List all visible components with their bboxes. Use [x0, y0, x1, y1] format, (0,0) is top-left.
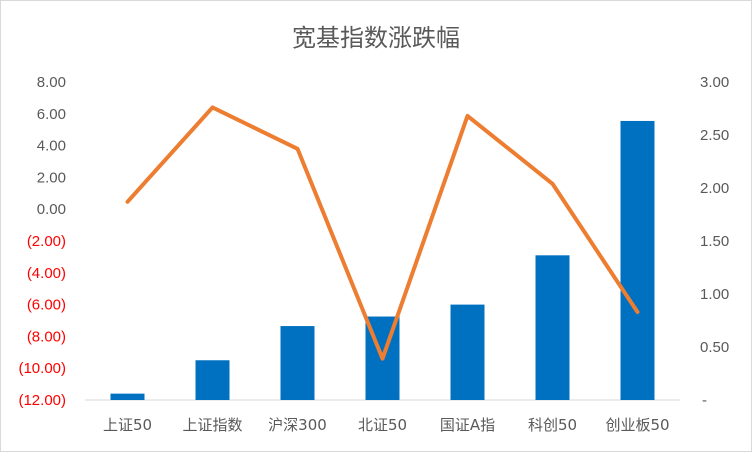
bar	[620, 120, 655, 400]
x-category-label: 北证50	[358, 416, 407, 434]
y-right-tick-label: 0.50	[700, 339, 729, 356]
x-category-label: 上证指数	[182, 416, 242, 434]
bar	[110, 393, 145, 400]
bar	[450, 304, 485, 400]
y-right-tick-label: 1.00	[700, 286, 729, 303]
y-left-tick-label: 4.00	[37, 138, 66, 155]
chart-title: 宽基指数涨跌幅	[292, 24, 460, 52]
y-left-tick-label: (2.00)	[27, 233, 66, 250]
y-left-tick-label: 2.00	[37, 169, 66, 186]
y-right-tick-label: 1.50	[700, 233, 729, 250]
x-category-label: 科创50	[528, 416, 577, 434]
x-category-label: 创业板50	[605, 416, 669, 434]
y-left-tick-label: 8.00	[37, 74, 66, 91]
y-right-tick-label: 3.00	[700, 74, 729, 91]
y-right-tick-label: -	[702, 392, 707, 409]
bar	[280, 326, 315, 400]
x-category-label: 沪深300	[268, 416, 327, 434]
y-left-tick-label: (12.00)	[18, 392, 66, 409]
y-left-tick-label: (8.00)	[27, 328, 66, 345]
bar	[535, 255, 570, 400]
y-left-tick-label: (10.00)	[18, 360, 66, 377]
y-right-tick-label: 2.00	[700, 180, 729, 197]
y-left-tick-label: 6.00	[37, 106, 66, 123]
x-category-label: 国证A指	[440, 416, 495, 434]
y-right-tick-label: 2.50	[700, 127, 729, 144]
bar	[195, 360, 230, 400]
x-category-label: 上证50	[103, 416, 152, 434]
y-left-tick-label: (6.00)	[27, 297, 66, 314]
y-left-tick-label: 0.00	[37, 201, 66, 218]
y-left-tick-label: (4.00)	[27, 265, 66, 282]
